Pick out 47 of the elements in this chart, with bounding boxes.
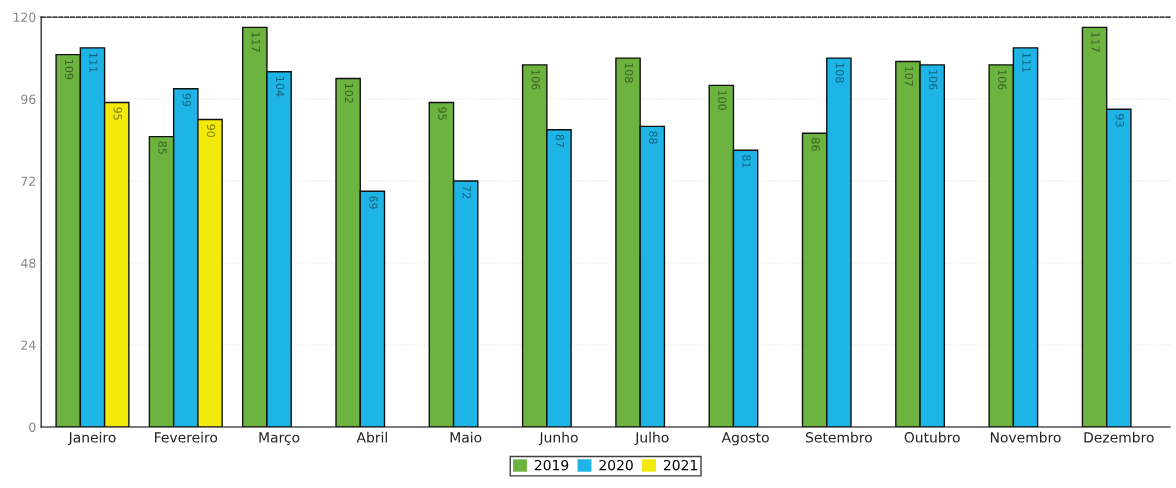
data-label: 117 [251,32,260,52]
legend-label: 2021 [663,459,697,471]
data-label: 81 [742,155,751,168]
x-tick-label: Junho [538,431,578,446]
x-tick-label: Outubro [904,431,960,443]
data-label: 85 [158,141,167,154]
y-tick-label: 0 [29,422,36,432]
legend-label: 2019 [534,459,569,471]
y-tick-label: 48 [21,258,36,268]
data-label: 90 [206,124,216,138]
y-tick-label: 120 [13,12,36,23]
data-label: 99 [182,93,191,107]
y-tick-label: 96 [21,94,36,104]
data-label: 102 [344,83,354,103]
legend-label: 2020 [599,459,633,471]
x-tick-label: Dezembro [1084,431,1154,443]
x-tick-label: Novembro [990,431,1061,443]
data-label: 109 [64,59,74,80]
data-label: 88 [649,131,658,144]
x-tick-label: Agosto [721,432,769,446]
data-label: 106 [531,70,540,90]
data-label: 87 [555,134,565,148]
x-tick-label: Maio [450,431,482,443]
data-label: 104 [275,77,285,97]
data-label: 117 [1091,32,1100,52]
data-label: 95 [438,107,447,120]
y-tick-label: 72 [21,176,36,186]
x-tick-label: Março [259,432,300,446]
data-label: 108 [624,63,634,83]
data-label: 86 [811,138,820,151]
data-label: 69 [369,196,378,209]
x-tick-label: Abril [356,431,387,443]
data-label: 93 [1115,114,1124,127]
x-tick-label: Setembro [806,431,872,443]
data-label: 108 [835,63,845,83]
x-tick-label: Fevereiro [155,431,218,443]
data-label: 100 [718,90,727,110]
data-label: 107 [904,66,914,86]
y-tick-label: 24 [21,340,36,350]
data-label: 111 [1022,53,1031,73]
data-label: 111 [89,53,98,73]
data-label: 106 [998,70,1007,90]
x-tick-label: Julho [634,431,669,446]
x-tick-label: Janeiro [67,431,116,446]
data-label: 72 [462,186,471,199]
data-label: 95 [113,107,122,120]
data-label: 106 [928,70,938,90]
